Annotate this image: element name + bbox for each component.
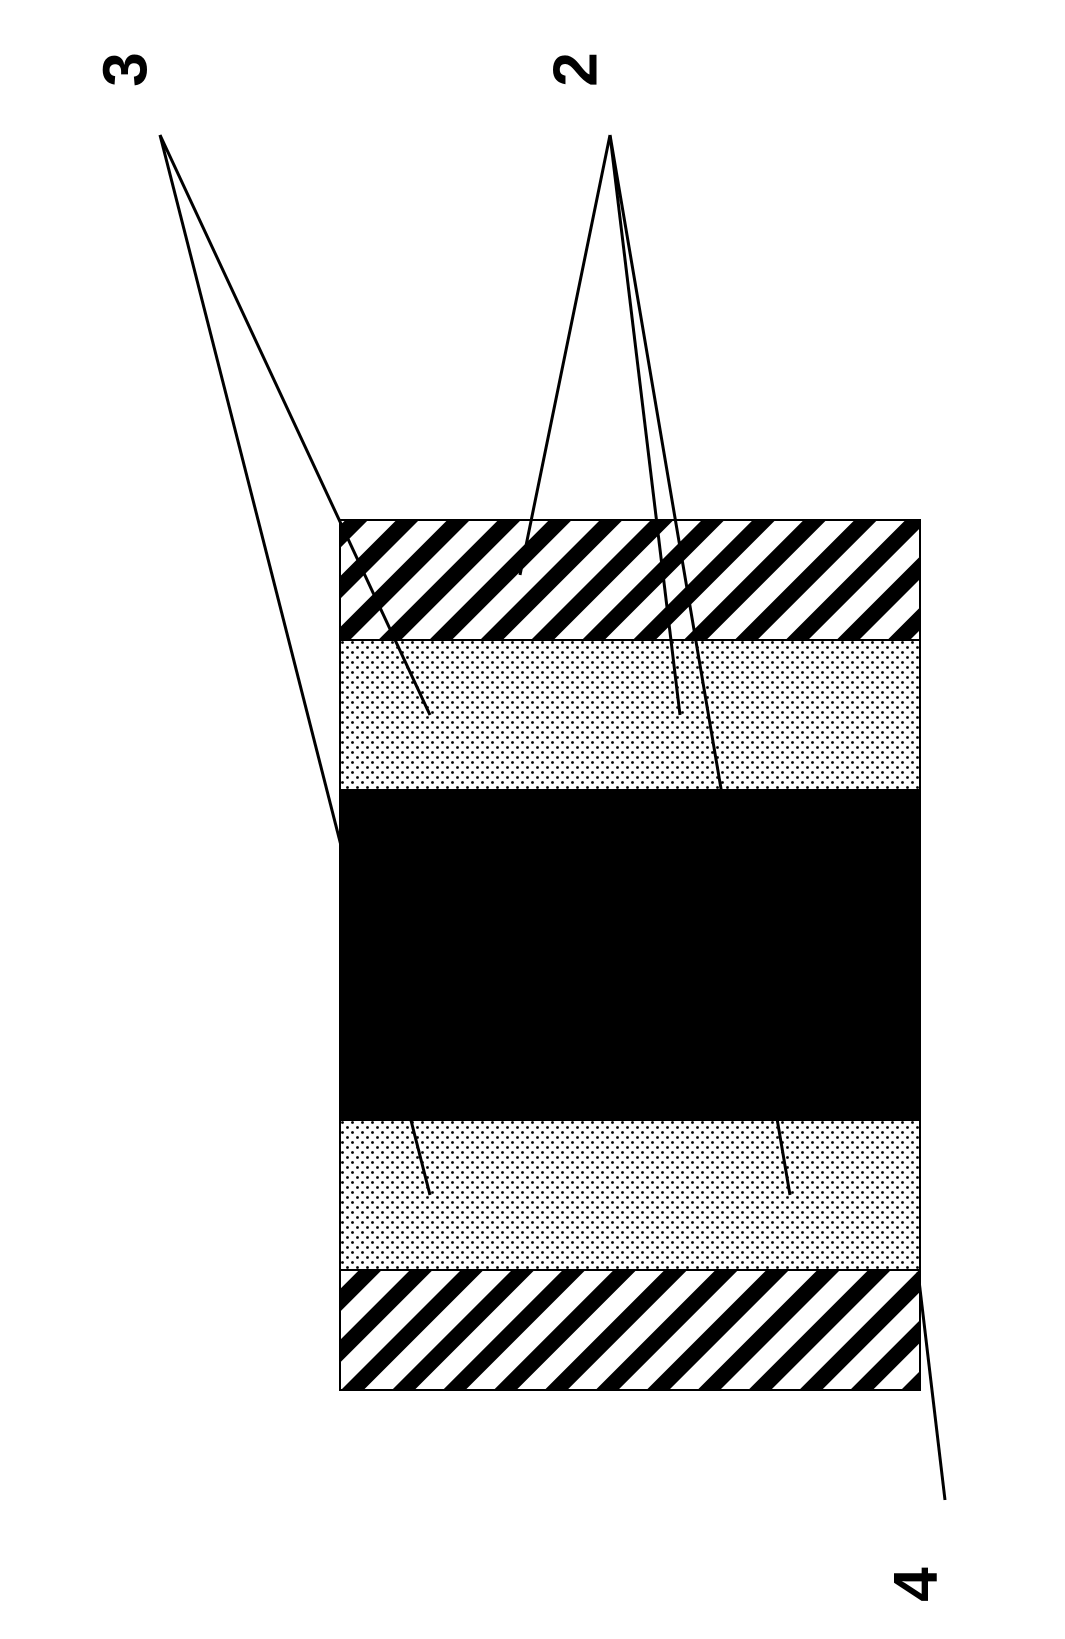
layer-4 <box>340 790 920 1120</box>
leader-line-2 <box>520 135 610 575</box>
layer-2-top <box>340 520 920 640</box>
leader-line-3 <box>160 135 430 715</box>
leader-line-4 <box>918 1272 945 1500</box>
label-4: 4 <box>881 1567 952 1601</box>
diagram-stage: 3 2 4 <box>0 0 1065 1639</box>
figure-svg <box>0 0 1065 1639</box>
label-2: 2 <box>541 52 612 86</box>
layer-3-top <box>340 640 920 790</box>
label-3: 3 <box>91 52 162 86</box>
layer-3-bottom <box>340 1120 920 1270</box>
layer-2-bottom <box>340 1270 920 1390</box>
